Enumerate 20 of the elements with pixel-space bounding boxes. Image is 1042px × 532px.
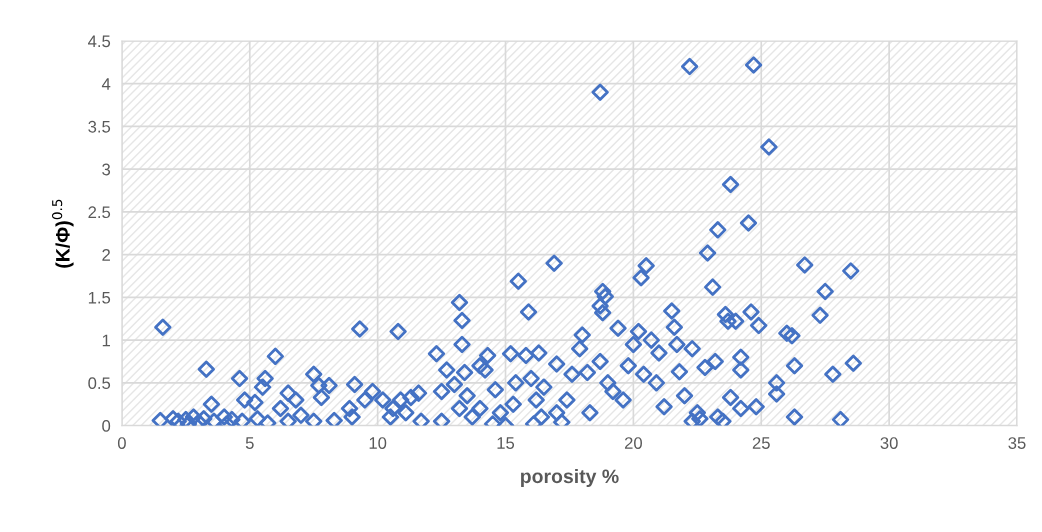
y-tick-label: 3 bbox=[102, 163, 111, 176]
x-tick-label: 5 bbox=[245, 437, 254, 449]
y-axis-title: (K/Φ)$^{0.5}$ bbox=[51, 199, 74, 268]
y-tick-label: 2 bbox=[102, 249, 110, 261]
x-tick-label: 15 bbox=[497, 437, 515, 449]
x-tick-label: 35 bbox=[1008, 437, 1026, 449]
y-tick-label: 3.5 bbox=[88, 120, 111, 133]
y-tick-label: 1.5 bbox=[88, 291, 111, 304]
x-tick-label: 10 bbox=[369, 437, 387, 449]
x-tick-label: 30 bbox=[880, 437, 898, 449]
x-tick-label: 0 bbox=[117, 437, 126, 449]
y-tick-label: 2.5 bbox=[88, 206, 111, 219]
x-tick-label: 25 bbox=[752, 437, 770, 449]
x-axis-title: porosity % bbox=[521, 468, 619, 488]
y-tick-label: 4 bbox=[101, 78, 111, 90]
y-tick-label: 4.5 bbox=[88, 35, 111, 48]
y-tick-label: 0 bbox=[102, 420, 111, 432]
x-tick-label: 20 bbox=[624, 437, 643, 449]
y-tick-label: 1 bbox=[102, 334, 110, 347]
y-tick-label: 0.5 bbox=[88, 377, 111, 390]
